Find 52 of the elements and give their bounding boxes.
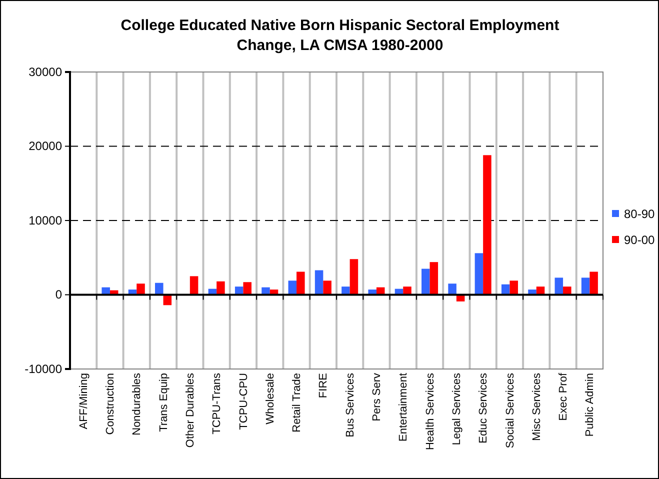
bar <box>474 253 484 295</box>
legend-label: 80-90 <box>624 207 656 221</box>
x-tick-label: Public Admin <box>584 373 596 437</box>
bar <box>590 272 598 295</box>
bar <box>262 287 270 295</box>
x-tick-label: Nondurables <box>131 372 144 436</box>
x-tick-label: Pers Serv <box>370 372 383 422</box>
legend-label: 90-00 <box>624 233 656 247</box>
y-tick-label: 20000 <box>28 139 62 154</box>
x-tick-label: Retail Trade <box>291 373 304 432</box>
x-tick-label: TCPU-Trans <box>211 372 224 434</box>
x-tick-label: TCPU-CPU <box>238 372 250 430</box>
bar <box>430 262 438 295</box>
bar <box>554 278 564 295</box>
x-tick-label: Bus Services <box>344 372 356 438</box>
x-tick-label: Legal Services <box>450 372 463 446</box>
chart-title: College Educated Native Born Hispanic Sectoral Employment Change, LA CMSA 1980-2000 <box>120 17 560 54</box>
x-tick-label: Social Services <box>504 372 516 448</box>
x-tick-label: Wholesale <box>264 373 276 424</box>
bar <box>155 282 164 295</box>
x-tick-label: Trans Equip <box>158 373 170 432</box>
bar <box>510 280 518 295</box>
bar <box>581 278 590 295</box>
bar <box>483 155 492 295</box>
x-tick-label: Entertainment <box>398 373 410 442</box>
y-tick-label: -10000 <box>24 362 62 376</box>
bar <box>350 259 358 295</box>
bar <box>448 284 456 295</box>
y-tick-label: 10000 <box>28 213 62 228</box>
y-tick-label: 0 <box>55 288 62 302</box>
bar <box>296 272 305 295</box>
bar <box>190 276 198 295</box>
bar <box>323 280 332 295</box>
bar <box>136 284 145 295</box>
x-tick-label: Other Durables <box>184 372 196 448</box>
x-tick-label: AFF/Mining <box>78 373 90 430</box>
bar <box>563 286 572 295</box>
bar <box>314 270 324 295</box>
x-tick-label: Educ Services <box>478 372 490 444</box>
x-tick-label: Exec Prof <box>558 372 570 421</box>
x-tick-label: Misc Services <box>530 372 543 441</box>
bar <box>288 280 297 295</box>
bar <box>216 281 225 295</box>
bar <box>403 286 412 295</box>
bar <box>422 268 430 295</box>
bar <box>342 286 350 295</box>
bar <box>243 282 252 295</box>
y-tick-label: 30000 <box>28 64 62 79</box>
x-tick-label: Health Services <box>424 372 436 450</box>
bar <box>102 287 110 295</box>
x-tick-label: Construction <box>104 373 116 435</box>
x-tick-label: FIRE <box>318 373 330 398</box>
